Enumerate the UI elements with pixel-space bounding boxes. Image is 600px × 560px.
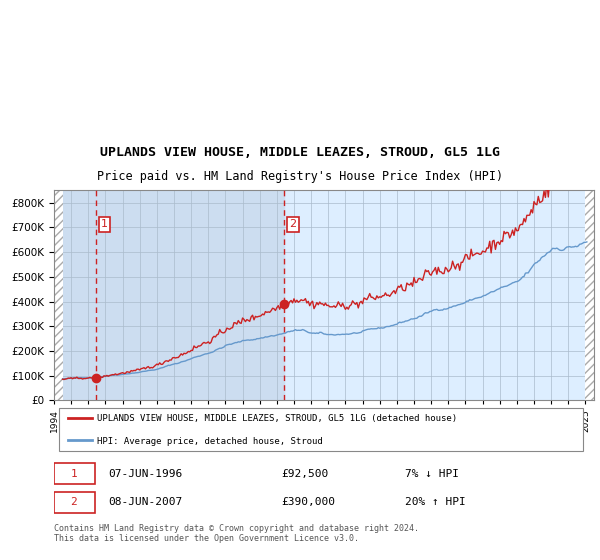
Text: 20% ↑ HPI: 20% ↑ HPI	[405, 497, 466, 507]
FancyBboxPatch shape	[59, 408, 583, 451]
Text: 1: 1	[101, 220, 108, 230]
Text: Price paid vs. HM Land Registry's House Price Index (HPI): Price paid vs. HM Land Registry's House …	[97, 170, 503, 183]
Text: HPI: Average price, detached house, Stroud: HPI: Average price, detached house, Stro…	[97, 437, 323, 446]
Text: 1: 1	[71, 469, 77, 479]
Text: 07-JUN-1996: 07-JUN-1996	[108, 469, 182, 479]
Text: UPLANDS VIEW HOUSE, MIDDLE LEAZES, STROUD, GL5 1LG (detached house): UPLANDS VIEW HOUSE, MIDDLE LEAZES, STROU…	[97, 414, 457, 423]
Text: £92,500: £92,500	[281, 469, 328, 479]
FancyBboxPatch shape	[54, 492, 95, 513]
Bar	[54, 190, 62, 400]
Bar	[54, 190, 284, 400]
Bar	[586, 190, 594, 400]
Text: 08-JUN-2007: 08-JUN-2007	[108, 497, 182, 507]
Text: £390,000: £390,000	[281, 497, 335, 507]
FancyBboxPatch shape	[54, 463, 95, 484]
Text: UPLANDS VIEW HOUSE, MIDDLE LEAZES, STROUD, GL5 1LG: UPLANDS VIEW HOUSE, MIDDLE LEAZES, STROU…	[100, 147, 500, 160]
Text: 2: 2	[71, 497, 77, 507]
Text: 2: 2	[290, 220, 296, 230]
Text: 7% ↓ HPI: 7% ↓ HPI	[405, 469, 459, 479]
Text: Contains HM Land Registry data © Crown copyright and database right 2024.
This d: Contains HM Land Registry data © Crown c…	[54, 524, 419, 543]
